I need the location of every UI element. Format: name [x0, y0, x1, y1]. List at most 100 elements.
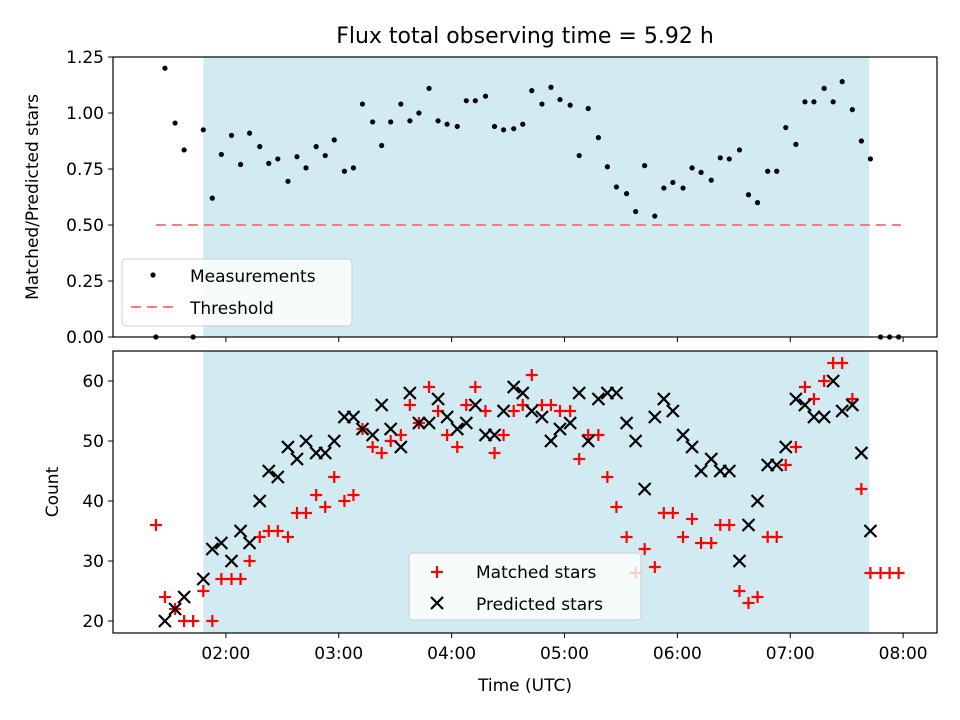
measurement-point	[585, 105, 591, 112]
measurement-point	[567, 102, 573, 108]
predicted-star-point	[657, 392, 671, 406]
matched-star-point	[818, 375, 831, 387]
measurement-point	[680, 185, 686, 191]
measurement-point	[500, 127, 507, 133]
predicted-star-point	[704, 452, 719, 466]
ratio-y-tick-label: 0.25	[66, 272, 104, 292]
measurement-point	[426, 85, 432, 91]
measurement-point	[388, 119, 394, 125]
matched-star-point	[441, 429, 454, 441]
count-y-tick-label: 50	[82, 432, 104, 452]
matched-star-point	[742, 597, 755, 609]
ratio-y-tick-label: 0.50	[66, 216, 104, 236]
ratio-y-tick-label: 0.75	[66, 160, 104, 180]
matched-star-point	[553, 405, 566, 417]
measurement-point	[539, 101, 545, 107]
matched-star-point	[197, 585, 210, 597]
predicted-star-point	[807, 410, 821, 424]
matched-star-point	[592, 429, 605, 441]
predicted-star-point	[431, 392, 445, 406]
measurement-point	[726, 156, 732, 162]
predicted-star-point	[524, 404, 539, 418]
x-tick-label: 08:00	[879, 644, 928, 664]
matched-star-point	[451, 441, 464, 453]
predicted-star-point	[798, 398, 812, 412]
measurement-point	[821, 85, 827, 91]
matched-star-point	[366, 441, 379, 453]
matched-star-point	[149, 519, 162, 531]
measurement-point	[228, 132, 235, 138]
predicted-star-point	[628, 434, 643, 448]
ratio-legend: Measurements Threshold	[121, 258, 353, 327]
predicted-star-point	[515, 386, 530, 400]
measurement-point	[482, 93, 489, 99]
predicted-star-point	[168, 602, 182, 616]
predicted-star-point	[403, 386, 417, 400]
matched-star-point	[271, 525, 284, 537]
measurement-point	[548, 84, 554, 90]
measurement-point	[237, 161, 244, 168]
measurement-point	[463, 98, 469, 104]
matched-star-point	[666, 507, 679, 519]
ratio-panel: 0.00 0.25 0.50 0.75 1.00 1.25 Matched/Predict…	[23, 48, 938, 348]
legend-predicted-label: Predicted stars	[476, 595, 603, 615]
matched-star-point	[319, 501, 332, 513]
predicted-star-point	[158, 614, 172, 628]
measurement-point	[839, 79, 845, 85]
measurement-point	[322, 152, 328, 159]
matched-star-point	[234, 573, 247, 585]
matched-star-point	[836, 357, 849, 369]
measurement-point	[257, 144, 263, 150]
measurement-point	[689, 165, 695, 171]
measurement-point	[313, 144, 319, 150]
measurement-point	[162, 65, 168, 71]
matched-star-point	[846, 393, 859, 405]
predicted-star-point	[459, 416, 474, 430]
matched-star-point	[544, 399, 557, 411]
measurement-point	[444, 121, 450, 127]
predicted-star-point	[422, 416, 436, 430]
predicted-star-point	[732, 554, 747, 568]
count-y-tick-label: 60	[82, 372, 104, 392]
measurement-point	[285, 178, 291, 184]
predicted-star-point	[648, 410, 662, 424]
legend-threshold-label: Threshold	[189, 299, 274, 319]
matched-star-point	[403, 399, 416, 411]
predicted-star-point	[666, 404, 680, 418]
matched-star-point	[855, 483, 868, 495]
measurement-point	[613, 184, 620, 190]
measurement-point	[557, 96, 563, 103]
matched-star-point	[705, 537, 718, 549]
predicted-star-point	[394, 440, 408, 454]
matched-star-point	[253, 531, 266, 543]
measurement-point	[200, 127, 206, 133]
measurement-point	[379, 142, 385, 149]
predicted-star-point	[196, 572, 211, 586]
matched-star-point	[677, 531, 690, 543]
measurement-point	[350, 165, 357, 171]
measurement-point	[181, 147, 187, 153]
predicted-star-point	[224, 554, 239, 568]
matched-star-point	[620, 531, 633, 543]
measurement-point	[604, 164, 611, 170]
matched-star-point	[215, 573, 228, 585]
matched-star-point	[507, 405, 520, 417]
predicted-star-point	[778, 440, 793, 454]
measurement-point	[633, 208, 639, 215]
predicted-star-point	[450, 422, 465, 436]
predicted-star-point	[854, 446, 869, 460]
predicted-star-point	[863, 524, 878, 538]
count-legend: Matched stars Predicted stars	[408, 552, 642, 621]
predicted-star-point	[327, 434, 342, 448]
measurement-point	[708, 177, 714, 183]
measurement-point	[849, 107, 855, 113]
measurement-point	[867, 156, 874, 162]
measurement-point	[670, 179, 676, 186]
measurement-point	[529, 88, 535, 94]
legend-predicted-marker	[430, 596, 444, 610]
measurement-point	[652, 213, 658, 219]
measurement-point	[359, 101, 366, 107]
x-tick-label: 05:00	[540, 644, 589, 664]
measurement-point	[246, 130, 253, 136]
measurement-point	[858, 138, 864, 144]
